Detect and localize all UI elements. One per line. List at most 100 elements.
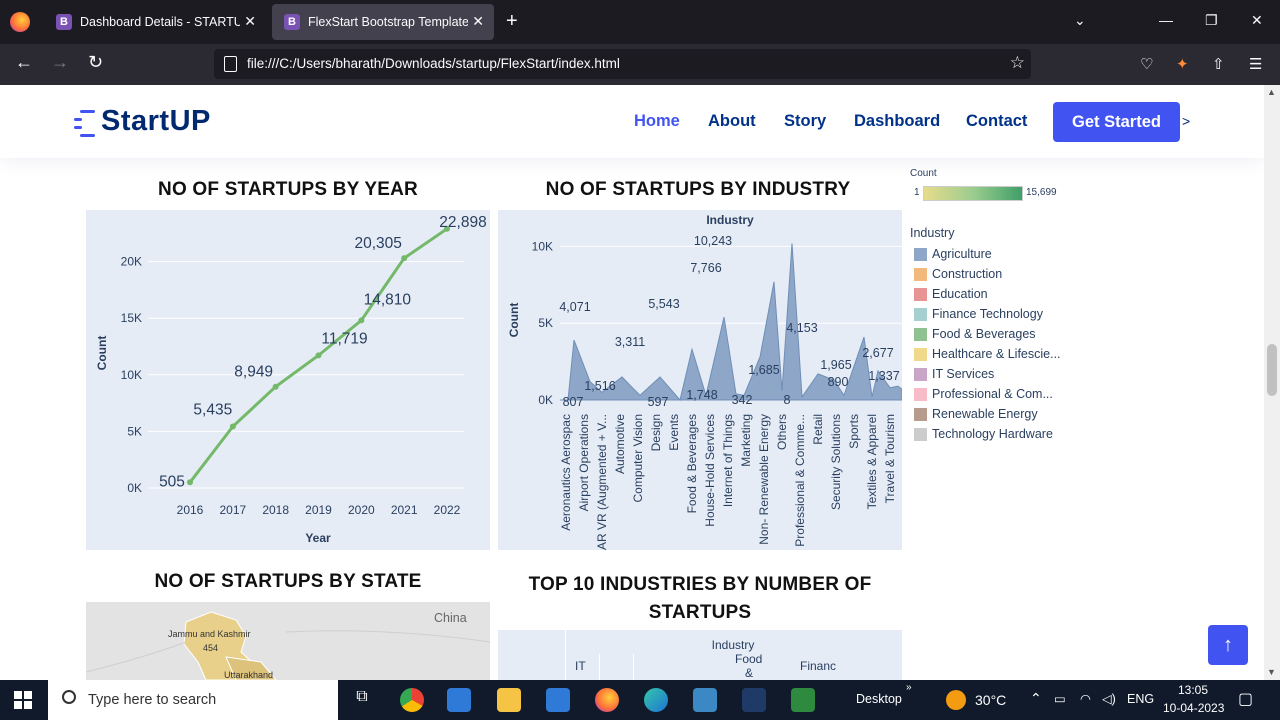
tab-flexstart[interactable]: B FlexStart Bootstrap Template - In ✕ bbox=[272, 4, 494, 40]
x-tick-label: Travel & Tourism bbox=[883, 414, 897, 503]
legend-item[interactable]: Healthcare & Lifescie... bbox=[914, 347, 1061, 361]
windows-start-icon[interactable] bbox=[14, 691, 32, 709]
state-chart-title: NO OF STARTUPS BY STATE bbox=[154, 571, 422, 592]
taskbar-search[interactable]: Type here to search bbox=[48, 680, 338, 720]
scrollbar-thumb[interactable] bbox=[1267, 344, 1277, 396]
count-min: 1 bbox=[914, 187, 920, 198]
y-tick-label: 10K bbox=[532, 239, 553, 253]
nav-story[interactable]: Story bbox=[784, 112, 827, 130]
x-axis-title: Year bbox=[305, 531, 331, 545]
notepad-icon[interactable] bbox=[791, 688, 815, 712]
bootstrap-icon: B bbox=[56, 14, 72, 30]
legend-swatch bbox=[914, 407, 927, 421]
x-tick-label: House-Hold Services bbox=[703, 414, 717, 527]
pocket-icon[interactable]: ♡ bbox=[1140, 56, 1154, 73]
data-label: 10,243 bbox=[694, 234, 732, 248]
browser-nav-bar: ← → ↻ file:///C:/Users/bharath/Downloads… bbox=[0, 44, 1280, 85]
back-to-top-button[interactable]: ↑ bbox=[1208, 625, 1248, 665]
x-tick-label: Aeronautics Aerospac bbox=[559, 414, 573, 531]
bookmark-star-icon[interactable]: ☆ bbox=[1009, 53, 1025, 72]
get-started-button[interactable]: Get Started bbox=[1053, 102, 1180, 142]
x-tick-label: Marketing bbox=[739, 414, 753, 467]
edge-icon[interactable] bbox=[644, 688, 668, 712]
battery-icon[interactable]: ▭ bbox=[1054, 692, 1066, 706]
legend-item[interactable]: Construction bbox=[914, 267, 1002, 281]
data-label: 1,516 bbox=[584, 379, 615, 393]
close-icon[interactable]: ✕ bbox=[244, 13, 256, 29]
scroll-down-icon[interactable]: ▼ bbox=[1267, 667, 1276, 677]
year-chart-title: NO OF STARTUPS BY YEAR bbox=[158, 179, 418, 200]
clock-time[interactable]: 13:05 bbox=[1178, 683, 1209, 697]
temperature[interactable]: 30°C bbox=[975, 692, 1007, 708]
firefox-icon[interactable] bbox=[10, 12, 30, 32]
year-line-chart: 0K 5K 10K 15K 20K 2016 2017 2018 2019 2020 2021 202… bbox=[95, 214, 487, 545]
restore-icon[interactable]: ❐ bbox=[1205, 12, 1218, 28]
notification-icon[interactable]: ▢ bbox=[1238, 691, 1254, 708]
minimize-icon[interactable]: — bbox=[1159, 12, 1173, 28]
tab-dashboard-details[interactable]: B Dashboard Details - STARTUP Bo ✕ bbox=[44, 4, 266, 40]
language-indicator[interactable]: ENG bbox=[1127, 692, 1155, 706]
legend-item[interactable]: Education bbox=[914, 287, 988, 301]
new-tab-icon[interactable]: + bbox=[506, 10, 518, 32]
weather-icon[interactable] bbox=[946, 690, 966, 710]
vscode-icon[interactable] bbox=[742, 688, 766, 712]
nav-about[interactable]: About bbox=[708, 112, 756, 130]
legend-item[interactable]: Professional & Com... bbox=[914, 387, 1053, 401]
nav-home[interactable]: Home bbox=[634, 112, 680, 130]
legend-swatch bbox=[914, 367, 927, 381]
wifi-icon[interactable]: ◠ bbox=[1080, 692, 1091, 706]
url-bar[interactable]: file:///C:/Users/bharath/Downloads/start… bbox=[214, 49, 1031, 79]
reload-icon[interactable]: ↻ bbox=[88, 52, 104, 72]
back-icon[interactable]: ← bbox=[15, 52, 33, 72]
search-icon bbox=[62, 690, 76, 704]
legend-item[interactable]: Finance Technology bbox=[914, 307, 1043, 321]
legend-item[interactable]: IT Services bbox=[914, 367, 994, 381]
data-label: 22,898 bbox=[439, 214, 486, 231]
site-logo[interactable]: StartUP bbox=[101, 105, 211, 137]
legend-item[interactable]: Food & Beverages bbox=[914, 327, 1036, 341]
store-icon[interactable] bbox=[447, 688, 471, 712]
close-icon[interactable]: ✕ bbox=[472, 13, 484, 29]
count-max: 15,699 bbox=[1026, 187, 1057, 198]
chevron-down-icon[interactable]: ⌄ bbox=[1074, 12, 1086, 28]
desktop-toolbar[interactable]: Desktop bbox=[856, 692, 902, 706]
x-tick-label: Non- Renewable Energy bbox=[757, 414, 771, 545]
x-axis-title: Industry bbox=[706, 213, 754, 227]
legend-item[interactable]: Renewable Energy bbox=[914, 407, 1038, 421]
top10-label-food: Food bbox=[735, 652, 763, 666]
chrome-icon[interactable] bbox=[400, 688, 424, 712]
data-label: 7,766 bbox=[690, 261, 721, 275]
file-explorer-icon[interactable] bbox=[497, 688, 521, 712]
legend-item[interactable]: Agriculture bbox=[914, 247, 992, 261]
y-tick-label: 5K bbox=[538, 316, 553, 330]
legend-swatch bbox=[914, 327, 927, 341]
nav-dashboard[interactable]: Dashboard bbox=[854, 112, 941, 130]
clock-date[interactable]: 10-04-2023 bbox=[1163, 701, 1225, 715]
tray-chevron-icon[interactable]: ⌃ bbox=[1030, 690, 1042, 706]
forward-icon[interactable]: → bbox=[51, 52, 69, 72]
share-icon[interactable]: ⇧ bbox=[1212, 56, 1225, 73]
x-tick-label: Events bbox=[667, 414, 681, 451]
data-label: 5,543 bbox=[648, 297, 679, 311]
data-label: 11,719 bbox=[321, 330, 367, 347]
scroll-up-icon[interactable]: ▲ bbox=[1267, 87, 1276, 97]
menu-icon[interactable]: ☰ bbox=[1249, 56, 1263, 73]
y-tick-label: 5K bbox=[127, 424, 142, 438]
window-close-icon[interactable]: ✕ bbox=[1251, 12, 1263, 28]
snipping-icon[interactable] bbox=[693, 688, 717, 712]
chevron-up-icon[interactable]: » bbox=[906, 682, 912, 693]
legend-label: Education bbox=[932, 287, 988, 301]
firefox-taskbar-icon[interactable] bbox=[595, 688, 619, 712]
browser-tab-bar: B Dashboard Details - STARTUP Bo ✕ B Fle… bbox=[0, 0, 1280, 44]
data-point bbox=[358, 317, 365, 324]
legend-label: Healthcare & Lifescie... bbox=[932, 347, 1061, 361]
mail-icon[interactable] bbox=[546, 688, 570, 712]
extension-icon[interactable]: ✦ bbox=[1176, 56, 1189, 73]
task-view-icon[interactable]: ⧉ bbox=[356, 688, 368, 705]
volume-icon[interactable]: ◁) bbox=[1102, 692, 1116, 706]
legend-item[interactable]: Technology Hardware bbox=[914, 427, 1053, 441]
map-label-jk: Jammu and Kashmir bbox=[168, 629, 251, 639]
x-tick-label: Textiles & Apparel bbox=[865, 414, 879, 509]
page-scrollbar[interactable]: ▲ ▼ bbox=[1264, 85, 1280, 680]
nav-contact[interactable]: Contact bbox=[966, 112, 1028, 130]
